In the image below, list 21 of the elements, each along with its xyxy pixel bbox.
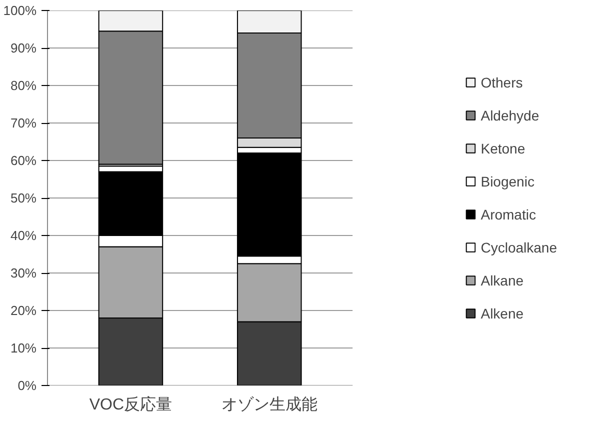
legend-label: Biogenic xyxy=(480,173,534,189)
x-tick-label: オゾン生成能 xyxy=(221,396,318,414)
y-tick-label: 30% xyxy=(10,266,37,280)
y-tick-label: 80% xyxy=(10,78,37,93)
legend-label: Alkane xyxy=(480,272,524,288)
y-tick-label: 0% xyxy=(18,378,37,393)
y-tick-label: 40% xyxy=(10,228,37,243)
y-tick-label: 20% xyxy=(10,303,37,318)
y-tick-label: 90% xyxy=(10,40,37,56)
y-tick-label: 70% xyxy=(10,116,37,130)
legend-label: Alkene xyxy=(480,305,524,321)
y-tick-label: 60% xyxy=(10,153,37,168)
y-tick-label: 50% xyxy=(10,190,37,206)
y-tick-label: 100% xyxy=(3,3,37,18)
legend-label: Cycloalkane xyxy=(480,239,557,255)
legend-label: Ketone xyxy=(480,140,526,156)
x-tick-label: VOC反応量 xyxy=(89,396,172,414)
legend-label: Others xyxy=(480,74,523,90)
legend-label: Aromatic xyxy=(480,206,536,222)
y-tick-label: 10% xyxy=(10,340,37,356)
legend-label: Aldehyde xyxy=(480,107,540,123)
